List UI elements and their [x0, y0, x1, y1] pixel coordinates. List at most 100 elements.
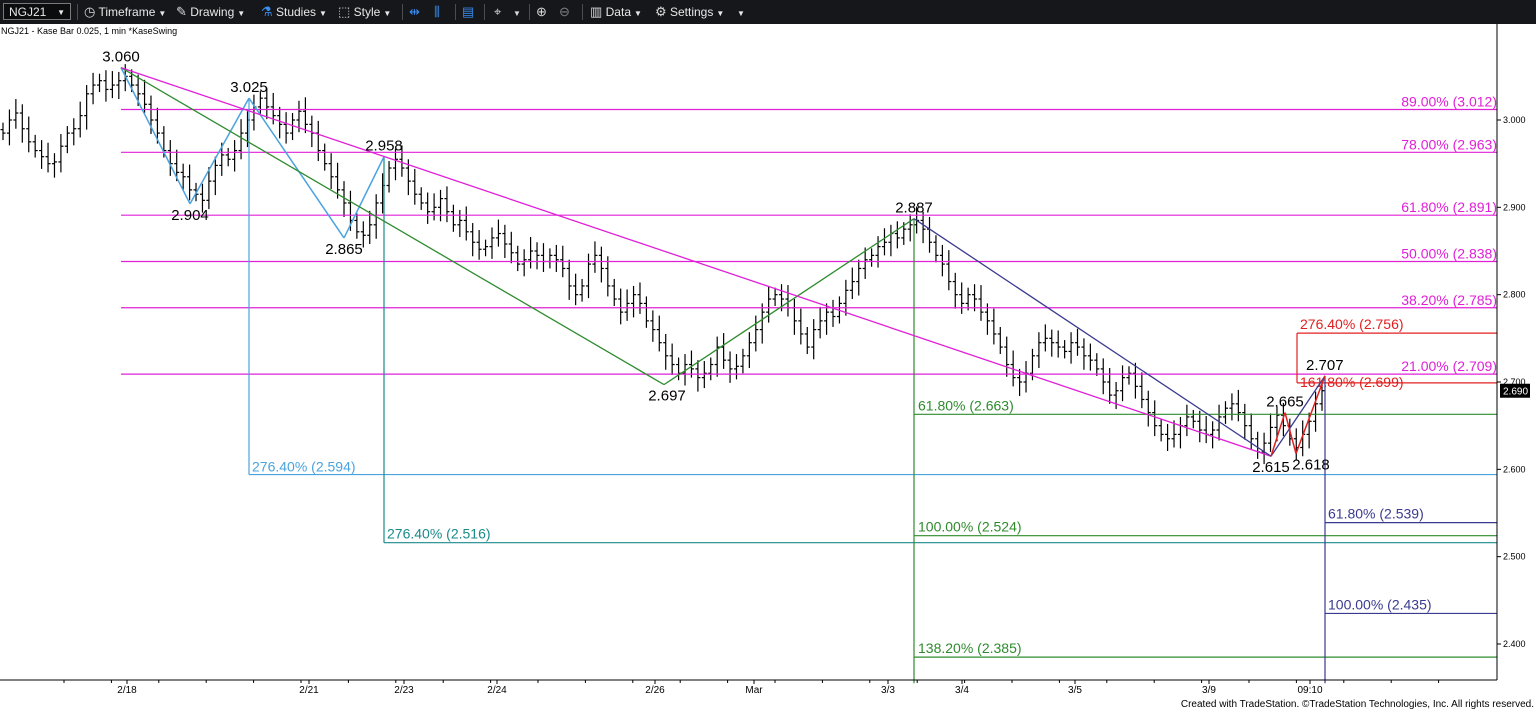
- clock-icon: ◷: [84, 4, 96, 19]
- time-tick-label: 2/18: [117, 685, 137, 696]
- time-tick-label: 2/21: [299, 685, 319, 696]
- time-tick-label: 09:10: [1297, 685, 1322, 696]
- swing-point-label: 2.707: [1306, 357, 1344, 374]
- swing-line: [913, 218, 1272, 457]
- chart-toolbar: NGJ21 ▼ ◷ Timeframe ▼ ✎ Drawing ▼ ⚗ Studie…: [0, 0, 1536, 24]
- last-price-label: 2.690: [1503, 387, 1528, 398]
- timeframe-label: Timeframe: [98, 5, 156, 19]
- chart-title: NGJ21 - Kase Bar 0.025, 1 min *KaseSwing: [1, 26, 178, 36]
- chevron-down-icon: ▼: [634, 9, 642, 18]
- extension-label: 61.80% (2.663): [918, 397, 1014, 413]
- swing-point-label: 2.887: [895, 200, 933, 217]
- time-axis: 2/18 2/21 2/23 2/24 2/26 Mar 3/3 3/4 3/5 3/9 09:10: [0, 679, 1497, 696]
- swing-line: [1295, 375, 1326, 454]
- toolbar-divider: [455, 4, 456, 20]
- chevron-down-icon: ▼: [57, 8, 65, 17]
- copyright-notice: Created with TradeStation. ©TradeStation…: [1180, 699, 1534, 710]
- style-menu[interactable]: ⬚ Style ▼: [338, 0, 391, 24]
- extension-label: 100.00% (2.435): [1328, 596, 1432, 612]
- chevron-down-icon: ▼: [737, 9, 745, 18]
- last-price-marker: [1500, 383, 1530, 398]
- price-axis: 3.000 2.900 2.800 2.700 2.600 2.500 2.400 2.690: [1496, 24, 1530, 680]
- extension-label: 276.40% (2.756): [1300, 316, 1404, 332]
- chevron-down-icon: ▼: [716, 9, 725, 18]
- drawing-menu[interactable]: ✎ Drawing ▼: [176, 0, 245, 24]
- swing-line: [1270, 412, 1286, 457]
- fib-levels: 89.00% (3.012) 78.00% (2.963) 61.80% (2.89…: [121, 94, 1497, 684]
- swing-line: [663, 218, 915, 386]
- swing-line: [120, 67, 191, 205]
- swing-point-label: 3.060: [102, 49, 140, 66]
- retracement-label: 89.00% (3.012): [1401, 94, 1497, 110]
- timeframe-menu[interactable]: ◷ Timeframe ▼: [84, 0, 166, 24]
- compress-bars-icon[interactable]: ⫼: [434, 4, 440, 19]
- toolbar-divider: [582, 4, 583, 20]
- time-tick-label: 2/23: [394, 685, 414, 696]
- swing-point-label: 2.618: [1292, 457, 1330, 474]
- data-menu[interactable]: ▥ Data ▼: [590, 0, 642, 24]
- style-icon: ⬚: [338, 4, 351, 19]
- swing-labels: 3.060 2.904 3.025 2.865 2.958 2.697 2.887 2.615…: [102, 49, 1343, 477]
- swing-line: [120, 67, 665, 386]
- time-tick-label: 3/5: [1068, 685, 1082, 696]
- chevron-down-icon: ▼: [383, 9, 392, 18]
- settings-menu[interactable]: ⚙ Settings ▼: [655, 0, 724, 24]
- overflow-menu[interactable]: ▼: [734, 0, 745, 24]
- swing-point-label: 2.615: [1252, 459, 1290, 476]
- time-tick-label: 3/3: [881, 685, 895, 696]
- pencil-icon: ✎: [176, 4, 187, 19]
- swing-line: [343, 156, 385, 239]
- studies-menu[interactable]: ⚗ Studies ▼: [261, 0, 327, 24]
- extension-label: 276.40% (2.516): [387, 526, 491, 542]
- toolbar-divider: [484, 4, 485, 20]
- toolbar-divider: [529, 4, 530, 20]
- retracement-label: 78.00% (2.963): [1401, 136, 1497, 152]
- price-tick-label: 2.600: [1503, 464, 1526, 474]
- toolbar-divider: [402, 4, 403, 20]
- data-label: Data: [605, 5, 631, 19]
- trend-line: [120, 66, 1272, 457]
- extension-label: 138.20% (2.385): [918, 640, 1022, 656]
- retracement-label: 38.20% (2.785): [1401, 292, 1497, 308]
- extension-label: 276.40% (2.594): [252, 459, 356, 475]
- extension-label: 161.80% (2.699): [1300, 374, 1404, 390]
- swing-point-label: 2.958: [365, 138, 403, 155]
- retracement-label: 61.80% (2.891): [1401, 199, 1497, 215]
- bar-chart-icon: ▥: [590, 4, 603, 19]
- swing-line: [248, 97, 345, 239]
- swing-point-label: 2.697: [648, 388, 686, 405]
- retracement-label: 50.00% (2.838): [1401, 245, 1497, 261]
- time-tick-label: 2/24: [487, 685, 507, 696]
- chevron-down-icon: ▼: [158, 9, 167, 18]
- swing-point-label: 2.665: [1266, 394, 1304, 411]
- swing-line: [189, 97, 250, 205]
- time-tick-label: 3/9: [1202, 685, 1216, 696]
- extension-label: 100.00% (2.524): [918, 519, 1022, 535]
- symbol-selector[interactable]: NGJ21 ▼: [3, 3, 71, 20]
- chevron-down-icon: ▼: [237, 9, 246, 18]
- window-layout-icon[interactable]: ▤: [462, 4, 475, 19]
- price-tick-label: 2.900: [1503, 202, 1526, 212]
- toolbar-divider: [77, 4, 78, 20]
- symbol-label: NGJ21: [9, 5, 47, 19]
- bar-spacing-icon[interactable]: ⇹: [409, 4, 420, 19]
- time-tick-label: 3/4: [955, 685, 969, 696]
- flask-icon: ⚗: [261, 4, 273, 19]
- price-tick-label: 2.500: [1503, 552, 1526, 562]
- swing-line: [1284, 412, 1297, 454]
- price-tick-label: 2.800: [1503, 290, 1526, 300]
- time-tick-label: Mar: [745, 685, 763, 696]
- drawing-label: Drawing: [190, 5, 235, 19]
- price-tick-label: 3.000: [1503, 115, 1526, 125]
- zoom-out-icon[interactable]: ⊖: [559, 4, 570, 19]
- settings-label: Settings: [670, 5, 714, 19]
- swing-lines: [120, 66, 1326, 457]
- zoom-in-icon[interactable]: ⊕: [536, 4, 547, 19]
- price-tick-label: 2.700: [1503, 377, 1526, 387]
- time-tick-label: 2/26: [645, 685, 665, 696]
- swing-point-label: 2.865: [325, 241, 363, 258]
- crosshair-icon[interactable]: ⌖: [494, 4, 502, 19]
- chevron-down-icon[interactable]: ▼: [513, 9, 521, 18]
- price-bars: [0, 64, 1325, 465]
- chart-plot-area[interactable]: 89.00% (3.012) 78.00% (2.963) 61.80% (2.89…: [0, 24, 1536, 711]
